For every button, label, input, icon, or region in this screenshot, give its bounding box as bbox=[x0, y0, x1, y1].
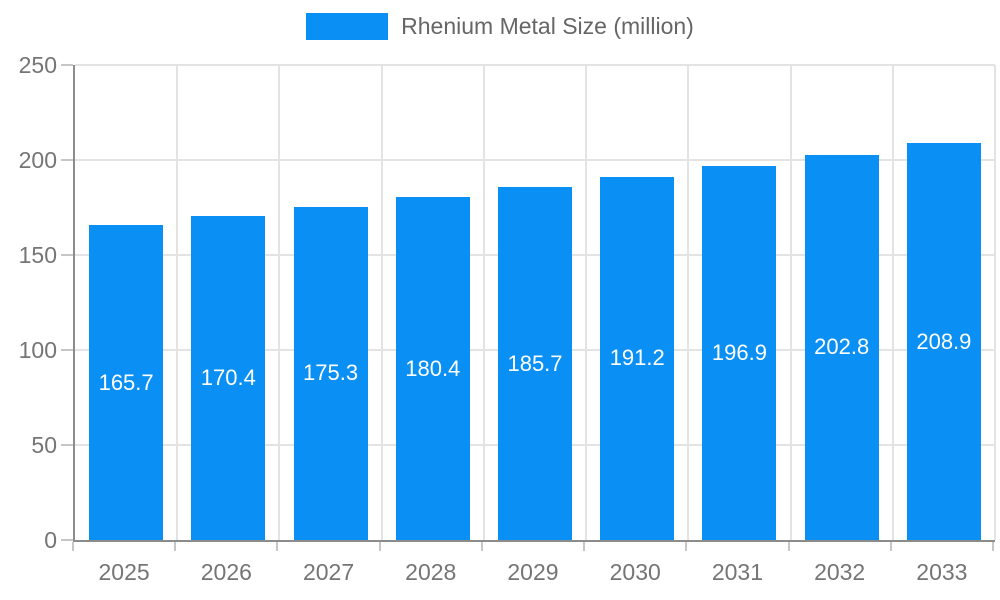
bar-value-label: 191.2 bbox=[609, 345, 665, 371]
x-gridline bbox=[278, 65, 281, 540]
x-axis-tick-label: 2030 bbox=[609, 559, 661, 585]
bar-value-label: 185.7 bbox=[507, 350, 563, 376]
x-axis-tick-label: 2026 bbox=[200, 559, 252, 585]
y-axis-tick-label: 50 bbox=[31, 432, 57, 458]
x-axis-tick bbox=[583, 542, 586, 551]
bar[interactable]: 208.9 bbox=[906, 143, 981, 540]
x-axis-tick bbox=[480, 542, 483, 551]
x-gridline bbox=[585, 65, 588, 540]
y-axis-tick bbox=[61, 64, 73, 66]
legend-swatch bbox=[306, 13, 389, 40]
y-axis-tick bbox=[61, 349, 73, 351]
y-axis-tick-label: 150 bbox=[18, 242, 57, 268]
y-axis-tick bbox=[61, 539, 73, 541]
x-axis-tick bbox=[174, 542, 177, 551]
y-axis-tick-label: 0 bbox=[44, 527, 57, 553]
y-axis-tick bbox=[61, 159, 73, 161]
y-gridline bbox=[75, 159, 995, 161]
x-gridline bbox=[891, 65, 894, 540]
y-axis-tick-label: 200 bbox=[18, 147, 57, 173]
y-gridline bbox=[75, 64, 995, 66]
x-axis-tick-label: 2029 bbox=[507, 559, 559, 585]
x-axis-tick bbox=[378, 542, 381, 551]
x-axis-tick-label: 2025 bbox=[98, 559, 150, 585]
x-axis-tick bbox=[276, 542, 279, 551]
x-axis-tick bbox=[992, 542, 994, 551]
legend-label: Rhenium Metal Size (million) bbox=[401, 13, 694, 39]
y-axis-tick bbox=[61, 254, 73, 256]
x-gridline bbox=[789, 65, 792, 540]
y-axis-tick-label: 250 bbox=[18, 52, 57, 78]
x-axis-tick bbox=[72, 542, 74, 551]
legend-item[interactable]: Rhenium Metal Size (million) bbox=[0, 13, 1000, 40]
y-axis-tick bbox=[61, 444, 73, 446]
x-axis-tick-label: 2031 bbox=[711, 559, 764, 585]
x-axis-tick-label: 2032 bbox=[814, 559, 866, 585]
bar[interactable]: 185.7 bbox=[498, 187, 572, 540]
bar[interactable]: 175.3 bbox=[293, 206, 368, 540]
x-gridline bbox=[176, 65, 179, 540]
x-axis-tick bbox=[787, 542, 790, 551]
bar[interactable]: 191.2 bbox=[600, 176, 675, 540]
bar-value-label: 170.4 bbox=[200, 365, 256, 391]
bar-value-label: 180.4 bbox=[405, 355, 461, 381]
x-gridline bbox=[482, 65, 485, 540]
bar-value-label: 202.8 bbox=[814, 334, 870, 360]
bar-value-label: 175.3 bbox=[303, 360, 359, 386]
y-axis-tick-label: 100 bbox=[18, 337, 57, 363]
bar-value-label: 208.9 bbox=[916, 328, 972, 354]
bar[interactable]: 165.7 bbox=[89, 225, 164, 540]
x-gridline bbox=[380, 65, 383, 540]
bar[interactable]: 180.4 bbox=[395, 197, 470, 540]
plot-area: 165.7 170.4 175.3 180.4 185.7 191.2 196.9 202.8… bbox=[73, 64, 996, 542]
x-gridline bbox=[994, 65, 996, 540]
bar[interactable]: 196.9 bbox=[702, 165, 777, 540]
x-axis-tick bbox=[685, 542, 688, 551]
x-gridline bbox=[687, 65, 690, 540]
x-axis-tick-label: 2033 bbox=[916, 559, 968, 585]
x-axis-tick-label: 2027 bbox=[302, 559, 355, 585]
x-axis-tick bbox=[889, 542, 892, 551]
bar-value-label: 165.7 bbox=[98, 369, 154, 395]
bar[interactable]: 202.8 bbox=[804, 154, 879, 540]
bar[interactable]: 170.4 bbox=[191, 216, 266, 540]
bar-value-label: 196.9 bbox=[711, 339, 767, 365]
x-axis-tick-label: 2028 bbox=[405, 559, 457, 585]
